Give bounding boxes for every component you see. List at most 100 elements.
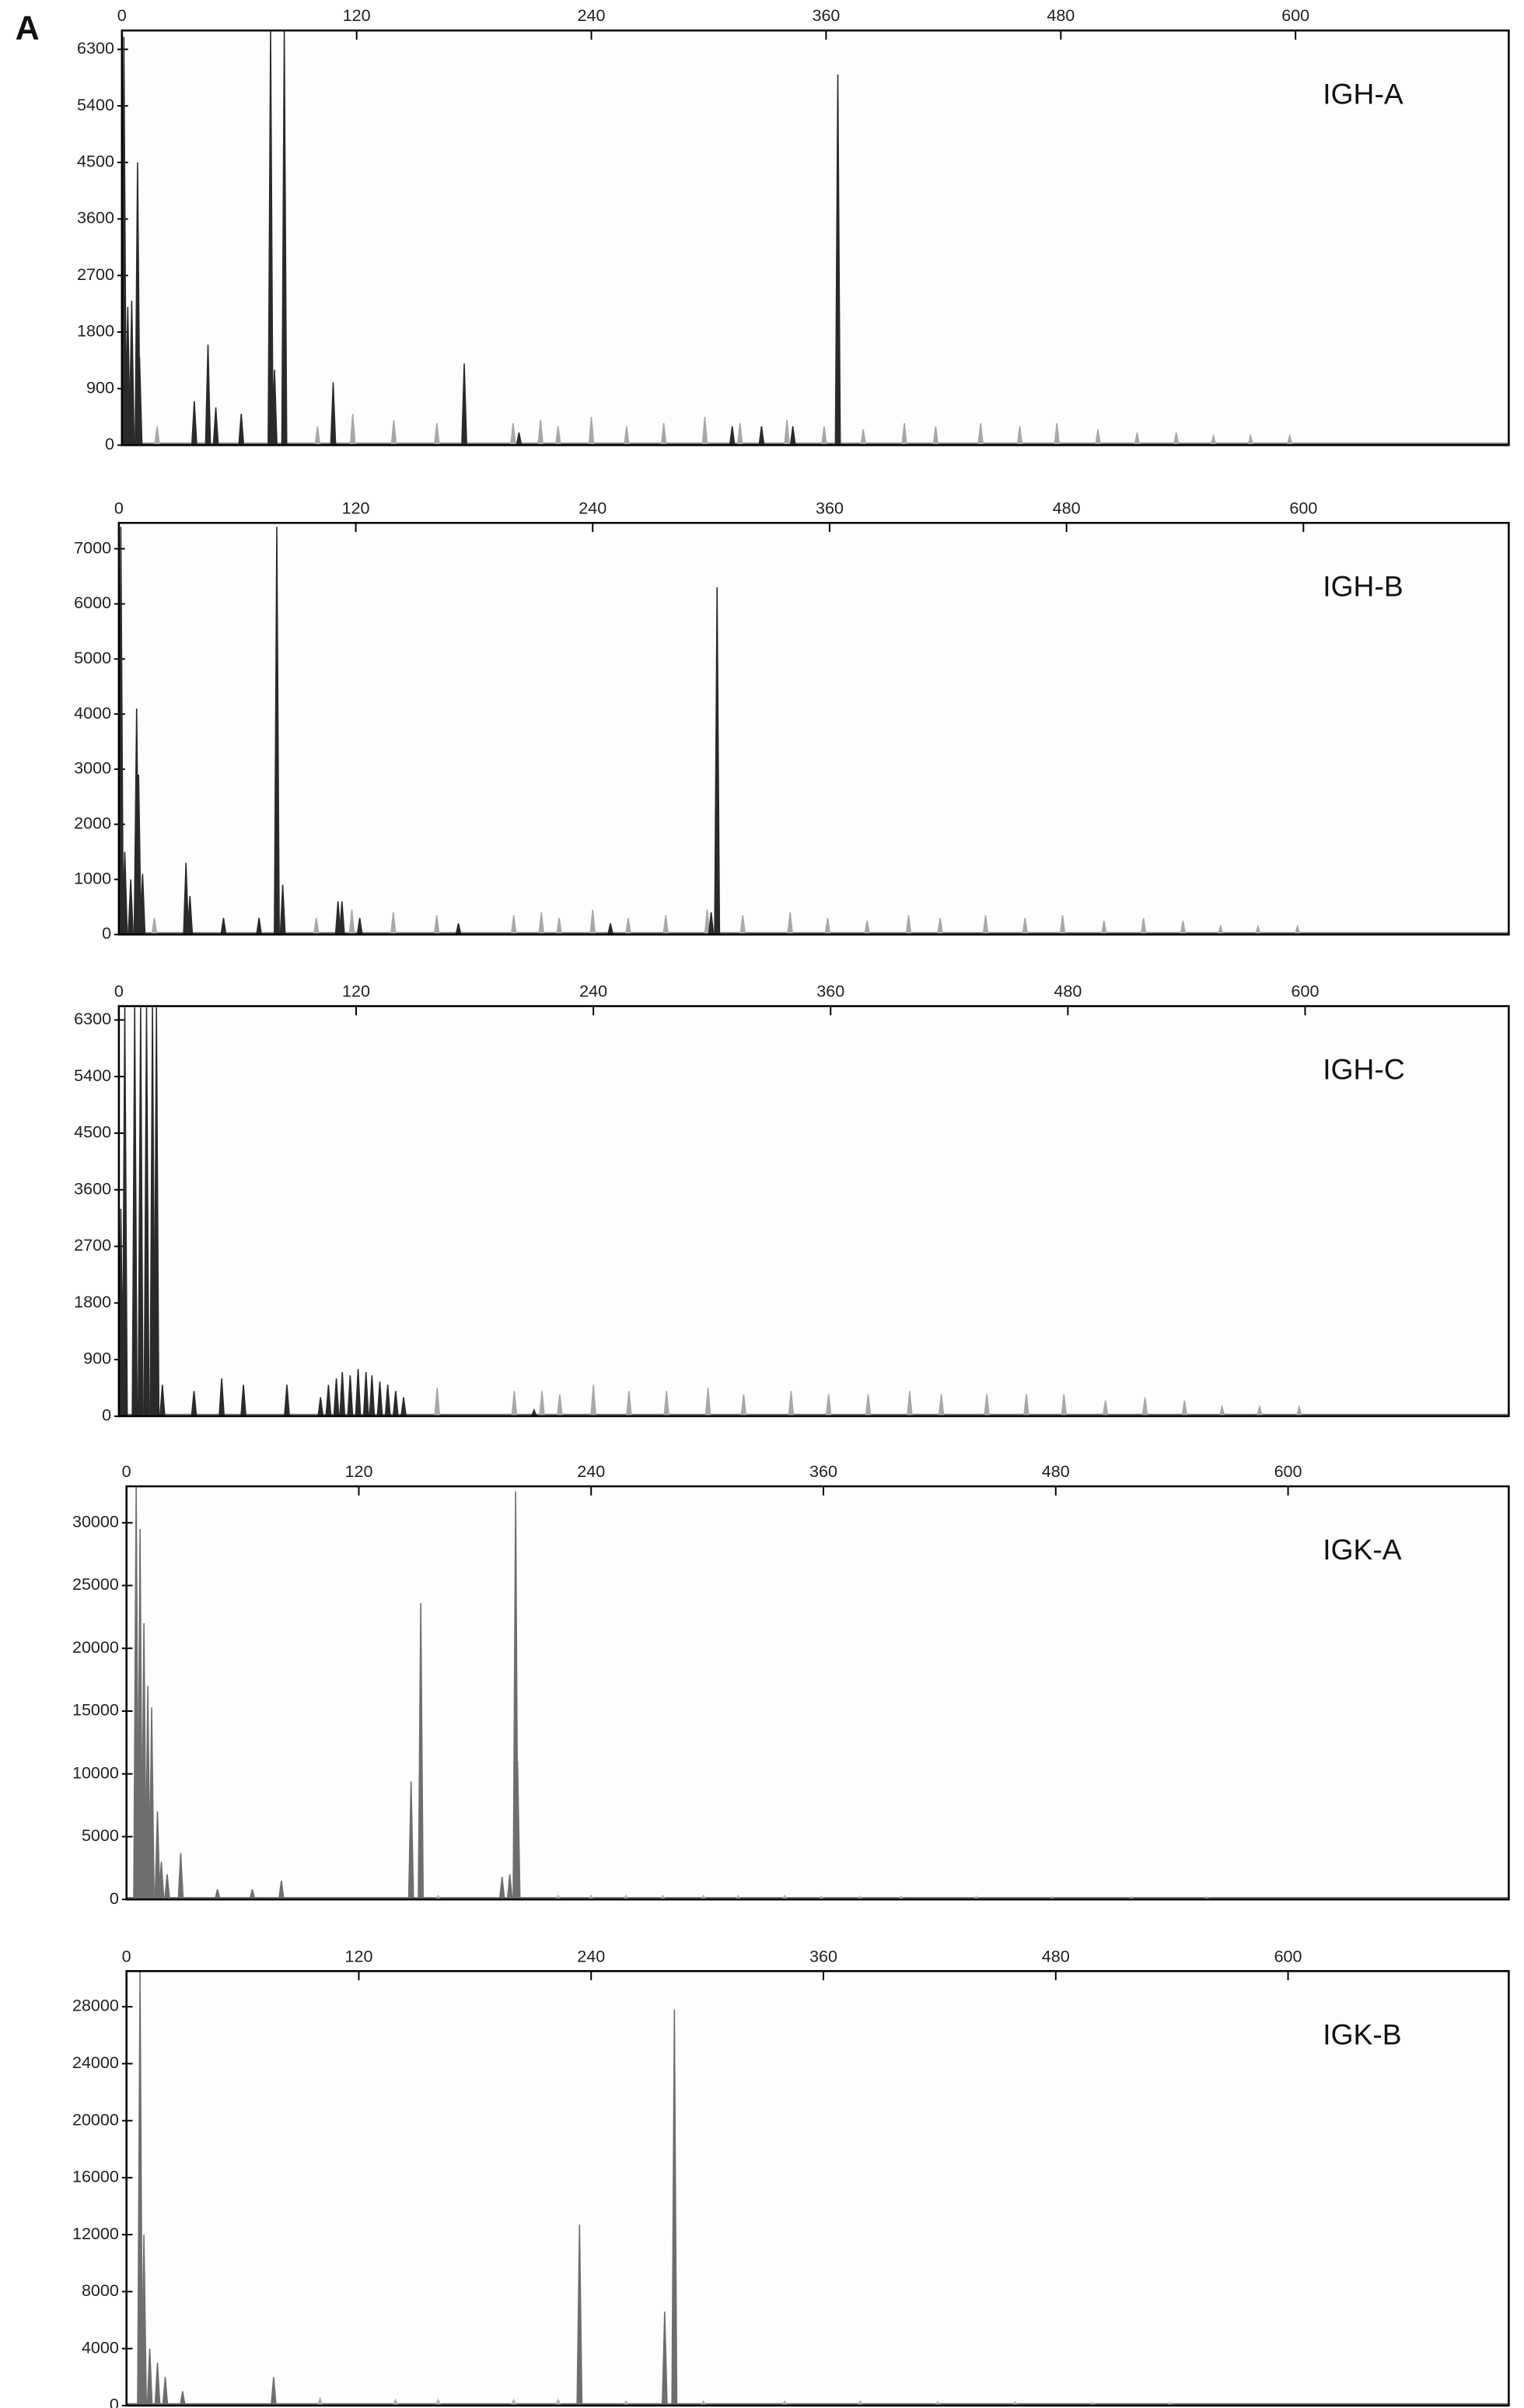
y-tick-label: 16000	[72, 2167, 119, 2186]
peak	[539, 1391, 545, 1416]
peak	[1054, 422, 1061, 446]
x-tick-label: 240	[579, 982, 607, 1001]
peak	[907, 1391, 913, 1416]
peak	[784, 419, 791, 446]
peak	[1141, 1397, 1148, 1416]
peak	[901, 422, 907, 446]
y-tick-label: 28000	[72, 1996, 119, 2015]
peak	[162, 2377, 169, 2406]
peak	[325, 1384, 332, 1416]
y-tick-label: 8000	[82, 2280, 119, 2300]
peak	[141, 1622, 148, 1900]
y-tick-label: 4000	[74, 703, 111, 723]
x-tick-label: 480	[1042, 1946, 1070, 1965]
x-tick-label: 600	[1274, 1946, 1302, 1965]
peak	[339, 1372, 346, 1416]
peak	[825, 1394, 832, 1416]
peak	[736, 422, 743, 446]
peak	[434, 1388, 441, 1416]
peak	[338, 901, 345, 935]
peak	[1061, 1394, 1068, 1416]
x-tick-label: 120	[344, 1461, 372, 1481]
peak	[511, 1391, 518, 1416]
x-tick-label: 120	[342, 498, 370, 517]
peak	[212, 407, 219, 446]
y-tick-label: 15000	[72, 1700, 119, 1720]
peak	[177, 1853, 184, 1900]
x-tick-label: 600	[1289, 498, 1317, 517]
x-tick-label: 120	[344, 1946, 372, 1965]
peak	[661, 2311, 668, 2406]
x-tick-label: 480	[1053, 498, 1081, 517]
peak	[820, 425, 827, 446]
y-tick-label: 0	[102, 923, 111, 943]
peak	[314, 425, 321, 446]
peak	[865, 1394, 872, 1416]
plot-area	[118, 523, 1509, 935]
y-tick-label: 6300	[74, 1009, 111, 1028]
peak	[131, 1007, 138, 1416]
y-tick-label: 0	[102, 1405, 111, 1425]
peak	[281, 30, 288, 446]
peak	[663, 1391, 670, 1416]
peak	[204, 345, 211, 446]
peak	[1140, 918, 1147, 935]
y-tick-label: 25000	[72, 1574, 119, 1594]
peak	[256, 918, 263, 935]
peak	[133, 1486, 140, 1900]
peak	[220, 918, 227, 935]
y-tick-label: 4000	[82, 2337, 119, 2357]
peak	[392, 1391, 399, 1416]
y-tick-label: 1800	[74, 1292, 111, 1311]
traces	[118, 527, 1509, 935]
peak	[1016, 425, 1023, 446]
peak	[136, 357, 143, 446]
peak	[355, 1369, 362, 1416]
peak	[390, 419, 397, 446]
panel-label: IGK-B	[1323, 2018, 1401, 2050]
peak	[1134, 432, 1141, 446]
peak	[937, 918, 944, 935]
peak	[671, 2009, 678, 2406]
peak	[537, 419, 544, 446]
peak	[623, 2399, 630, 2406]
peak	[143, 1007, 150, 1416]
x-tick-label: 120	[342, 982, 370, 1001]
peak	[334, 901, 341, 935]
y-tick-label: 900	[86, 377, 114, 397]
x-tick-label: 240	[578, 5, 606, 25]
peak	[145, 1685, 151, 1900]
y-tick-label: 20000	[72, 2109, 119, 2129]
plot-frame	[125, 1485, 1510, 1901]
peak	[758, 425, 765, 446]
peak	[433, 915, 440, 935]
y-tick-label: 4500	[74, 1122, 111, 1142]
peak	[729, 425, 736, 446]
peak	[824, 918, 831, 935]
peak	[554, 2398, 561, 2406]
x-tick-label: 480	[1042, 1461, 1070, 1481]
peak	[510, 2398, 517, 2406]
peak	[153, 1007, 160, 1416]
peak	[121, 1007, 128, 1416]
peak	[625, 1391, 632, 1416]
y-tick-label: 0	[105, 434, 114, 453]
peak	[1210, 433, 1217, 446]
peak	[982, 915, 989, 935]
y-tick-label: 30000	[72, 1511, 119, 1531]
peak	[1100, 920, 1107, 935]
x-tick-label: 480	[1047, 5, 1075, 25]
peak	[159, 1384, 166, 1416]
peak	[349, 413, 356, 446]
peak	[1247, 433, 1254, 446]
peak	[139, 873, 146, 935]
x-tick-label: 360	[816, 498, 844, 517]
peak	[158, 1861, 165, 1900]
peak	[190, 1391, 197, 1416]
peak	[860, 429, 867, 446]
peak	[714, 587, 721, 935]
peak	[333, 1378, 340, 1416]
y-tick-label: 2000	[74, 813, 111, 832]
